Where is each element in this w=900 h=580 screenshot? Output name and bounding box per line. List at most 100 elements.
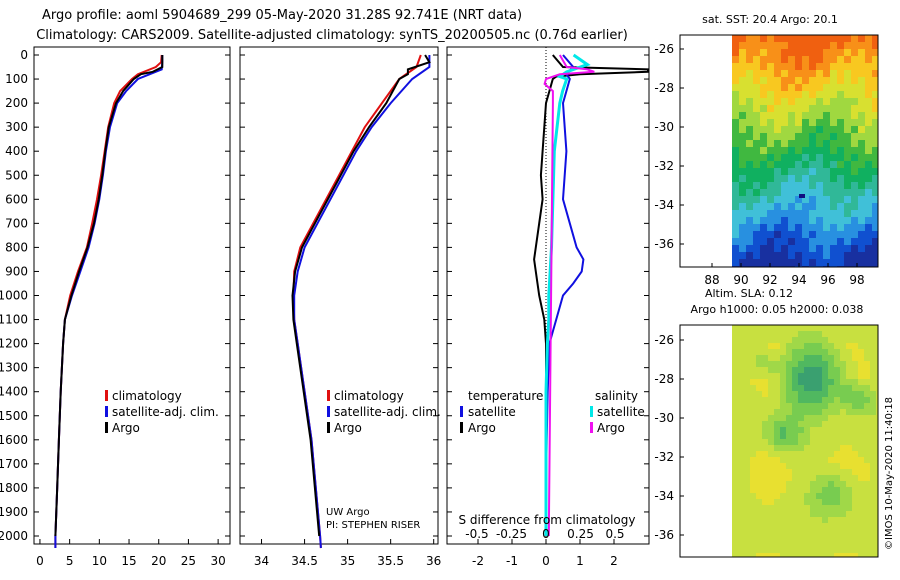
sla-map-cell xyxy=(816,343,822,349)
sla-map-cell xyxy=(834,391,840,397)
sla-map-cell xyxy=(810,541,816,547)
sst-map-cell xyxy=(760,112,767,119)
sla-map-cell xyxy=(852,523,858,529)
sla-map-cell xyxy=(732,553,738,557)
sst-map-cell xyxy=(816,35,823,42)
sst-map-cell xyxy=(858,84,865,91)
sst-map-cell xyxy=(802,112,809,119)
sla-map-cell xyxy=(744,343,750,349)
sla-map-cell xyxy=(870,457,876,463)
sla-map-cell xyxy=(834,361,840,367)
sla-map-cell xyxy=(804,355,810,361)
legend-swatch-t-satellite xyxy=(460,406,463,417)
sla-map-cell xyxy=(756,361,762,367)
sst-map-cell xyxy=(823,238,830,245)
sst-map-cell xyxy=(809,189,816,196)
sst-map-cell xyxy=(781,168,788,175)
sst-map-cell xyxy=(844,238,851,245)
sla-map-cell xyxy=(750,487,756,493)
sst-map-cell xyxy=(781,147,788,154)
sla-map-cell xyxy=(804,517,810,523)
sla-map-cell xyxy=(858,481,864,487)
temperature-satellite-difference-line xyxy=(545,54,585,536)
sst-map-cell xyxy=(872,196,878,203)
sla-map-cell xyxy=(786,343,792,349)
sla-map-cell xyxy=(786,475,792,481)
sla-map-cell xyxy=(744,517,750,523)
sst-map-cell xyxy=(753,35,760,42)
sst-map-cell xyxy=(802,35,809,42)
sst-map-cell xyxy=(802,203,809,210)
sst-map-cell xyxy=(830,35,837,42)
sst-map-cell xyxy=(865,238,872,245)
sla-map-cell xyxy=(828,493,834,499)
sst-lon-label: 94 xyxy=(791,273,806,287)
sla-map-cell xyxy=(864,433,870,439)
sla-map-cell xyxy=(798,481,804,487)
sst-map-cell xyxy=(865,119,872,126)
sst-map-cell xyxy=(851,175,858,182)
depth-tick-label: 500 xyxy=(5,168,28,182)
sst-map-cell xyxy=(788,217,795,224)
sla-map-cell xyxy=(732,373,738,379)
sla-map-cell xyxy=(858,463,864,469)
sst-map-cell xyxy=(816,168,823,175)
sst-map-cell xyxy=(795,98,802,105)
sla-map-cell xyxy=(786,553,792,557)
sst-map-cell xyxy=(774,84,781,91)
sst-map-cell xyxy=(865,175,872,182)
sst-map-cell xyxy=(802,154,809,161)
sla-map-cell xyxy=(792,349,798,355)
sla-map-cell xyxy=(864,391,870,397)
sla-map-cell xyxy=(870,409,876,415)
sst-map-cell xyxy=(753,252,760,259)
sla-map-cell xyxy=(852,403,858,409)
sla-map-cell xyxy=(822,379,828,385)
sst-map-cell xyxy=(823,154,830,161)
sla-map-cell xyxy=(858,529,864,535)
sst-map-cell xyxy=(781,196,788,203)
legend-title-temperature: temperature xyxy=(468,389,543,403)
sst-map-cell xyxy=(837,56,844,63)
sst-map-cell xyxy=(746,154,753,161)
sla-map-cell xyxy=(780,427,786,433)
sla-map-cell xyxy=(804,421,810,427)
sst-map-cell xyxy=(760,147,767,154)
sst-map-cell xyxy=(739,77,746,84)
sst-map-cell xyxy=(816,42,823,49)
sla-map-cell xyxy=(828,367,834,373)
sla-map-cell xyxy=(870,499,876,505)
sla-map-cell xyxy=(798,529,804,535)
sla-map-cell xyxy=(738,451,744,457)
sst-map-cell xyxy=(816,91,823,98)
sst-lon-label: 90 xyxy=(733,273,748,287)
sst-map-cell xyxy=(767,161,774,168)
sla-map-cell xyxy=(792,487,798,493)
sla-map-cell xyxy=(834,379,840,385)
sla-map-cell xyxy=(822,517,828,523)
sla-map-cell xyxy=(816,517,822,523)
sla-map-cell xyxy=(780,475,786,481)
sla-map-cell xyxy=(858,499,864,505)
sla-map-cell xyxy=(846,433,852,439)
sst-map-cell xyxy=(753,259,760,266)
sla-map-cell xyxy=(870,505,876,511)
sst-map-cell xyxy=(732,245,739,252)
sla-map-cell xyxy=(732,469,738,475)
sst-map-cell xyxy=(809,42,816,49)
legend-label-argo: Argo xyxy=(334,421,362,435)
sla-map-cell xyxy=(810,325,816,331)
sla-map-cell xyxy=(846,547,852,553)
sst-map-cell xyxy=(760,70,767,77)
sla-map-cell xyxy=(846,517,852,523)
sla-map-cell xyxy=(744,553,750,557)
sst-map-cell xyxy=(865,154,872,161)
sla-map-cell xyxy=(750,541,756,547)
sst-map-cell xyxy=(851,98,858,105)
sst-map-cell xyxy=(788,77,795,84)
sla-map-cell xyxy=(852,481,858,487)
sla-map-cell xyxy=(786,349,792,355)
sst-map-cell xyxy=(837,231,844,238)
sla-map-cell xyxy=(786,463,792,469)
sla-map-cell xyxy=(750,373,756,379)
